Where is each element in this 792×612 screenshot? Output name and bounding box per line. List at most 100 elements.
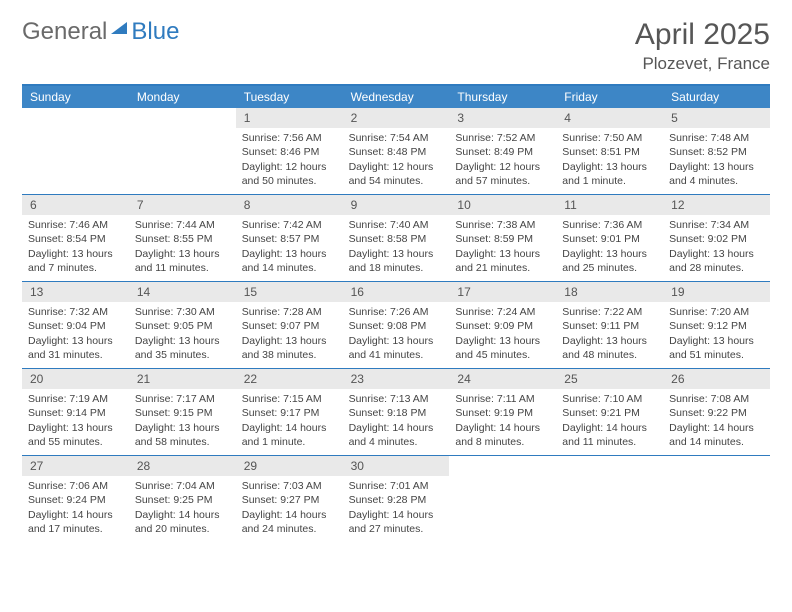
sunrise-line: Sunrise: 7:50 AM [562, 131, 657, 145]
calendar-cell: 13Sunrise: 7:32 AMSunset: 9:04 PMDayligh… [22, 282, 129, 368]
sunset-line: Sunset: 9:17 PM [242, 406, 337, 420]
daylight-line: Daylight: 13 hours and 28 minutes. [669, 247, 764, 275]
day-number: 6 [22, 195, 129, 215]
day-number: 23 [343, 369, 450, 389]
day-number: 26 [663, 369, 770, 389]
sunrise-line: Sunrise: 7:56 AM [242, 131, 337, 145]
calendar-cell: 6Sunrise: 7:46 AMSunset: 8:54 PMDaylight… [22, 195, 129, 281]
sunset-line: Sunset: 8:58 PM [349, 232, 444, 246]
daylight-line: Daylight: 13 hours and 31 minutes. [28, 334, 123, 362]
day-info: Sunrise: 7:06 AMSunset: 9:24 PMDaylight:… [22, 476, 129, 541]
sunset-line: Sunset: 8:55 PM [135, 232, 230, 246]
day-info: Sunrise: 7:32 AMSunset: 9:04 PMDaylight:… [22, 302, 129, 367]
day-number: 12 [663, 195, 770, 215]
calendar-cell: 9Sunrise: 7:40 AMSunset: 8:58 PMDaylight… [343, 195, 450, 281]
sunrise-line: Sunrise: 7:20 AM [669, 305, 764, 319]
day-info: Sunrise: 7:56 AMSunset: 8:46 PMDaylight:… [236, 128, 343, 193]
day-number: 2 [343, 108, 450, 128]
sunrise-line: Sunrise: 7:04 AM [135, 479, 230, 493]
sunrise-line: Sunrise: 7:10 AM [562, 392, 657, 406]
weekday-header: Monday [129, 86, 236, 108]
sunrise-line: Sunrise: 7:28 AM [242, 305, 337, 319]
day-number: 16 [343, 282, 450, 302]
day-info: Sunrise: 7:03 AMSunset: 9:27 PMDaylight:… [236, 476, 343, 541]
day-info: Sunrise: 7:30 AMSunset: 9:05 PMDaylight:… [129, 302, 236, 367]
sunset-line: Sunset: 9:27 PM [242, 493, 337, 507]
sunset-line: Sunset: 9:28 PM [349, 493, 444, 507]
calendar-cell: 21Sunrise: 7:17 AMSunset: 9:15 PMDayligh… [129, 369, 236, 455]
sunset-line: Sunset: 8:46 PM [242, 145, 337, 159]
calendar-cell: 26Sunrise: 7:08 AMSunset: 9:22 PMDayligh… [663, 369, 770, 455]
day-number: 22 [236, 369, 343, 389]
calendar-week-row: 13Sunrise: 7:32 AMSunset: 9:04 PMDayligh… [22, 281, 770, 368]
day-info: Sunrise: 7:19 AMSunset: 9:14 PMDaylight:… [22, 389, 129, 454]
daylight-line: Daylight: 13 hours and 14 minutes. [242, 247, 337, 275]
daylight-line: Daylight: 14 hours and 8 minutes. [455, 421, 550, 449]
day-info: Sunrise: 7:10 AMSunset: 9:21 PMDaylight:… [556, 389, 663, 454]
sunrise-line: Sunrise: 7:03 AM [242, 479, 337, 493]
day-number: 11 [556, 195, 663, 215]
sunrise-line: Sunrise: 7:36 AM [562, 218, 657, 232]
day-number: 14 [129, 282, 236, 302]
sunset-line: Sunset: 9:07 PM [242, 319, 337, 333]
weekday-header-row: SundayMondayTuesdayWednesdayThursdayFrid… [22, 86, 770, 108]
sunrise-line: Sunrise: 7:17 AM [135, 392, 230, 406]
weekday-header: Wednesday [343, 86, 450, 108]
calendar-cell: 29Sunrise: 7:03 AMSunset: 9:27 PMDayligh… [236, 456, 343, 542]
calendar-cell: 7Sunrise: 7:44 AMSunset: 8:55 PMDaylight… [129, 195, 236, 281]
day-number: 18 [556, 282, 663, 302]
sunset-line: Sunset: 8:48 PM [349, 145, 444, 159]
sunrise-line: Sunrise: 7:15 AM [242, 392, 337, 406]
sunset-line: Sunset: 8:49 PM [455, 145, 550, 159]
daylight-line: Daylight: 13 hours and 35 minutes. [135, 334, 230, 362]
day-info: Sunrise: 7:52 AMSunset: 8:49 PMDaylight:… [449, 128, 556, 193]
calendar-week-row: 20Sunrise: 7:19 AMSunset: 9:14 PMDayligh… [22, 368, 770, 455]
calendar-cell: 28Sunrise: 7:04 AMSunset: 9:25 PMDayligh… [129, 456, 236, 542]
daylight-line: Daylight: 14 hours and 14 minutes. [669, 421, 764, 449]
sunset-line: Sunset: 9:02 PM [669, 232, 764, 246]
sunset-line: Sunset: 9:24 PM [28, 493, 123, 507]
daylight-line: Daylight: 12 hours and 50 minutes. [242, 160, 337, 188]
location-subtitle: Plozevet, France [635, 54, 770, 74]
day-info: Sunrise: 7:13 AMSunset: 9:18 PMDaylight:… [343, 389, 450, 454]
logo: General Blue [22, 18, 179, 46]
calendar-cell: 11Sunrise: 7:36 AMSunset: 9:01 PMDayligh… [556, 195, 663, 281]
day-info: Sunrise: 7:28 AMSunset: 9:07 PMDaylight:… [236, 302, 343, 367]
sunset-line: Sunset: 9:01 PM [562, 232, 657, 246]
day-info: Sunrise: 7:48 AMSunset: 8:52 PMDaylight:… [663, 128, 770, 193]
weekday-header: Friday [556, 86, 663, 108]
weekday-header: Thursday [449, 86, 556, 108]
sunrise-line: Sunrise: 7:46 AM [28, 218, 123, 232]
calendar-cell [663, 456, 770, 542]
sunrise-line: Sunrise: 7:42 AM [242, 218, 337, 232]
calendar-cell: 22Sunrise: 7:15 AMSunset: 9:17 PMDayligh… [236, 369, 343, 455]
calendar-cell: 20Sunrise: 7:19 AMSunset: 9:14 PMDayligh… [22, 369, 129, 455]
calendar-cell: 14Sunrise: 7:30 AMSunset: 9:05 PMDayligh… [129, 282, 236, 368]
calendar-cell: 27Sunrise: 7:06 AMSunset: 9:24 PMDayligh… [22, 456, 129, 542]
calendar-cell: 3Sunrise: 7:52 AMSunset: 8:49 PMDaylight… [449, 108, 556, 194]
day-info: Sunrise: 7:34 AMSunset: 9:02 PMDaylight:… [663, 215, 770, 280]
day-info: Sunrise: 7:20 AMSunset: 9:12 PMDaylight:… [663, 302, 770, 367]
daylight-line: Daylight: 13 hours and 11 minutes. [135, 247, 230, 275]
sunset-line: Sunset: 8:52 PM [669, 145, 764, 159]
day-info: Sunrise: 7:08 AMSunset: 9:22 PMDaylight:… [663, 389, 770, 454]
logo-triangle-icon [111, 22, 127, 34]
calendar-cell [129, 108, 236, 194]
sunset-line: Sunset: 8:54 PM [28, 232, 123, 246]
calendar-cell [556, 456, 663, 542]
day-number: 8 [236, 195, 343, 215]
sunrise-line: Sunrise: 7:13 AM [349, 392, 444, 406]
day-info: Sunrise: 7:01 AMSunset: 9:28 PMDaylight:… [343, 476, 450, 541]
sunrise-line: Sunrise: 7:44 AM [135, 218, 230, 232]
title-block: April 2025 Plozevet, France [635, 18, 770, 74]
sunrise-line: Sunrise: 7:34 AM [669, 218, 764, 232]
day-number: 25 [556, 369, 663, 389]
sunset-line: Sunset: 9:08 PM [349, 319, 444, 333]
daylight-line: Daylight: 14 hours and 27 minutes. [349, 508, 444, 536]
calendar-cell: 10Sunrise: 7:38 AMSunset: 8:59 PMDayligh… [449, 195, 556, 281]
day-number: 24 [449, 369, 556, 389]
sunset-line: Sunset: 9:09 PM [455, 319, 550, 333]
day-number: 17 [449, 282, 556, 302]
sunset-line: Sunset: 9:21 PM [562, 406, 657, 420]
day-info: Sunrise: 7:17 AMSunset: 9:15 PMDaylight:… [129, 389, 236, 454]
